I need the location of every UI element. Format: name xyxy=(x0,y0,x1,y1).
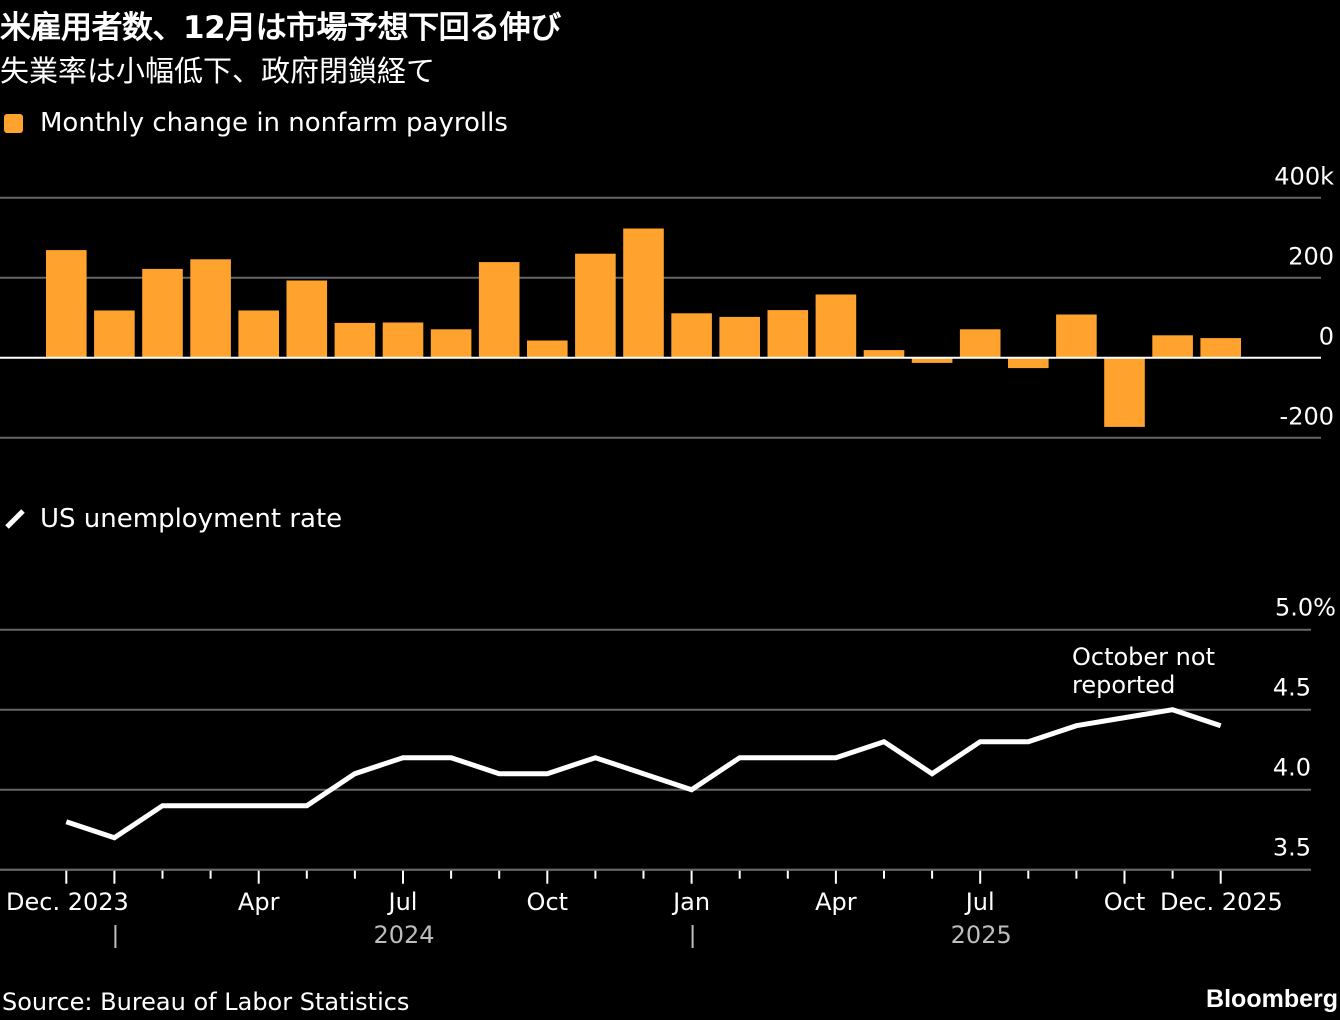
payroll-bar xyxy=(1200,338,1241,358)
payroll-bar xyxy=(334,322,376,358)
x-tick-label: Dec. 2023 xyxy=(6,888,129,916)
legend-payrolls: Monthly change in nonfarm payrolls xyxy=(4,108,508,138)
y-tick-label: 200 xyxy=(1288,243,1334,271)
unemployment-line xyxy=(65,707,1222,841)
payroll-bar xyxy=(478,262,520,358)
x-tick-label: Apr xyxy=(815,888,857,916)
payroll-bar xyxy=(767,310,809,358)
payroll-bar xyxy=(1152,335,1193,358)
payrolls-bar-chart: 400k 200 0 -200 xyxy=(0,163,1334,439)
year-label: 2024 xyxy=(373,921,434,949)
x-tick-label: Oct xyxy=(1104,888,1146,916)
payroll-bar xyxy=(1008,357,1049,369)
bloomberg-logo: Bloomberg xyxy=(1206,985,1338,1013)
payroll-bar xyxy=(1056,314,1097,358)
annotation-text: reported xyxy=(1072,671,1175,699)
payroll-bar xyxy=(815,294,857,358)
y-tick-label: 4.0 xyxy=(1273,754,1311,782)
x-tick-label: Jul xyxy=(387,888,418,916)
x-tick-label: Jan xyxy=(671,888,710,916)
payroll-bar xyxy=(382,322,424,358)
y-tick-label: 3.5 xyxy=(1273,834,1311,862)
legend-payrolls-label: Monthly change in nonfarm payrolls xyxy=(40,108,508,138)
payroll-bar xyxy=(238,310,279,358)
payroll-bar xyxy=(286,280,328,358)
x-axis: Dec. 2023 Apr Jul Oct Jan Apr Jul Oct Dec. 2025 2… xyxy=(0,868,1311,949)
x-tick-label: Oct xyxy=(527,888,569,916)
year-label: 2025 xyxy=(951,921,1012,949)
payroll-bar xyxy=(575,253,616,358)
payroll-bar xyxy=(719,316,760,358)
legend-unemployment-label: US unemployment rate xyxy=(40,504,343,534)
payroll-bar xyxy=(1104,357,1145,427)
x-tick-label: Jul xyxy=(964,888,995,916)
payroll-bar xyxy=(46,250,87,358)
payroll-bar xyxy=(527,340,568,358)
x-tick-label: Apr xyxy=(238,888,280,916)
legend-unemployment: US unemployment rate xyxy=(4,504,342,534)
payroll-bar xyxy=(671,313,712,358)
payroll-bar xyxy=(430,329,472,358)
payroll-bar xyxy=(190,259,231,358)
payroll-bar xyxy=(142,268,183,358)
payroll-bar xyxy=(911,357,953,363)
chart-title: 米雇用者数、12月は市場予想下回る伸び xyxy=(0,10,561,46)
payroll-bar xyxy=(623,228,664,358)
y-tick-label: 400k xyxy=(1274,163,1334,191)
y-tick-label: 4.5 xyxy=(1273,674,1311,702)
y-tick-label: 0 xyxy=(1319,323,1334,351)
y-tick-label: 5.0% xyxy=(1275,594,1336,622)
line-stroke-icon xyxy=(5,509,25,529)
chart-subtitle: 失業率は小幅低下、政府閉鎖経て xyxy=(0,54,436,88)
orange-square-icon xyxy=(4,113,23,133)
annotation-text: October not xyxy=(1072,643,1215,671)
x-tick-label: Dec. 2025 xyxy=(1160,888,1283,916)
payroll-bar xyxy=(863,350,905,358)
y-tick-label: -200 xyxy=(1280,403,1334,431)
payroll-bar xyxy=(94,310,135,358)
payroll-bar xyxy=(959,329,1001,358)
source-note: Source: Bureau of Labor Statistics xyxy=(2,988,410,1016)
